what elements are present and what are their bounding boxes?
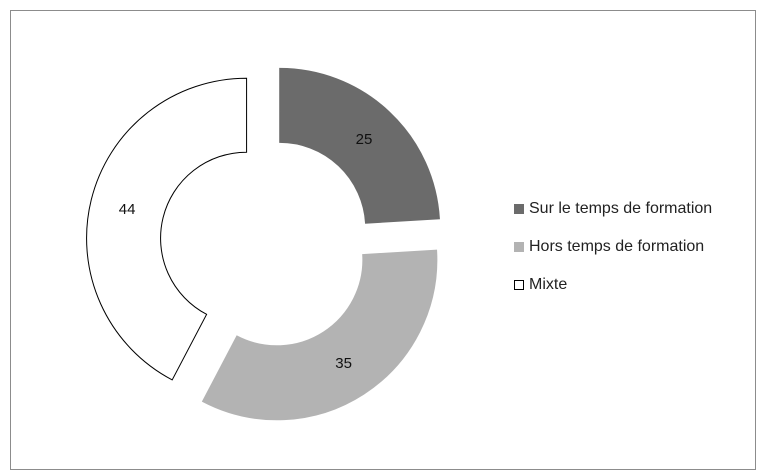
legend-label-sur-le-temps: Sur le temps de formation xyxy=(529,200,713,217)
data-label-sur-le-temps-de-formation: 25 xyxy=(356,131,373,148)
legend-swatch-mixte xyxy=(514,280,524,290)
legend-item-mixte: Mixte xyxy=(514,266,712,304)
legend-swatch-sur-le-temps xyxy=(514,204,524,214)
legend: Sur le temps de formation Hors temps de … xyxy=(514,190,712,304)
slice-hors-temps-de-formation xyxy=(201,249,438,421)
legend-swatch-hors-temps xyxy=(514,242,524,252)
legend-item-hors-temps: Hors temps de formation xyxy=(514,228,712,266)
legend-label-hors-temps: Hors temps de formation xyxy=(529,238,705,255)
slice-sur-le-temps-de-formation xyxy=(279,67,440,224)
legend-label-mixte: Mixte xyxy=(529,276,568,293)
data-label-hors-temps-de-formation: 35 xyxy=(335,355,352,372)
legend-item-sur-le-temps: Sur le temps de formation xyxy=(514,190,712,228)
data-label-mixte: 44 xyxy=(119,201,136,218)
slice-mixte xyxy=(86,77,248,381)
